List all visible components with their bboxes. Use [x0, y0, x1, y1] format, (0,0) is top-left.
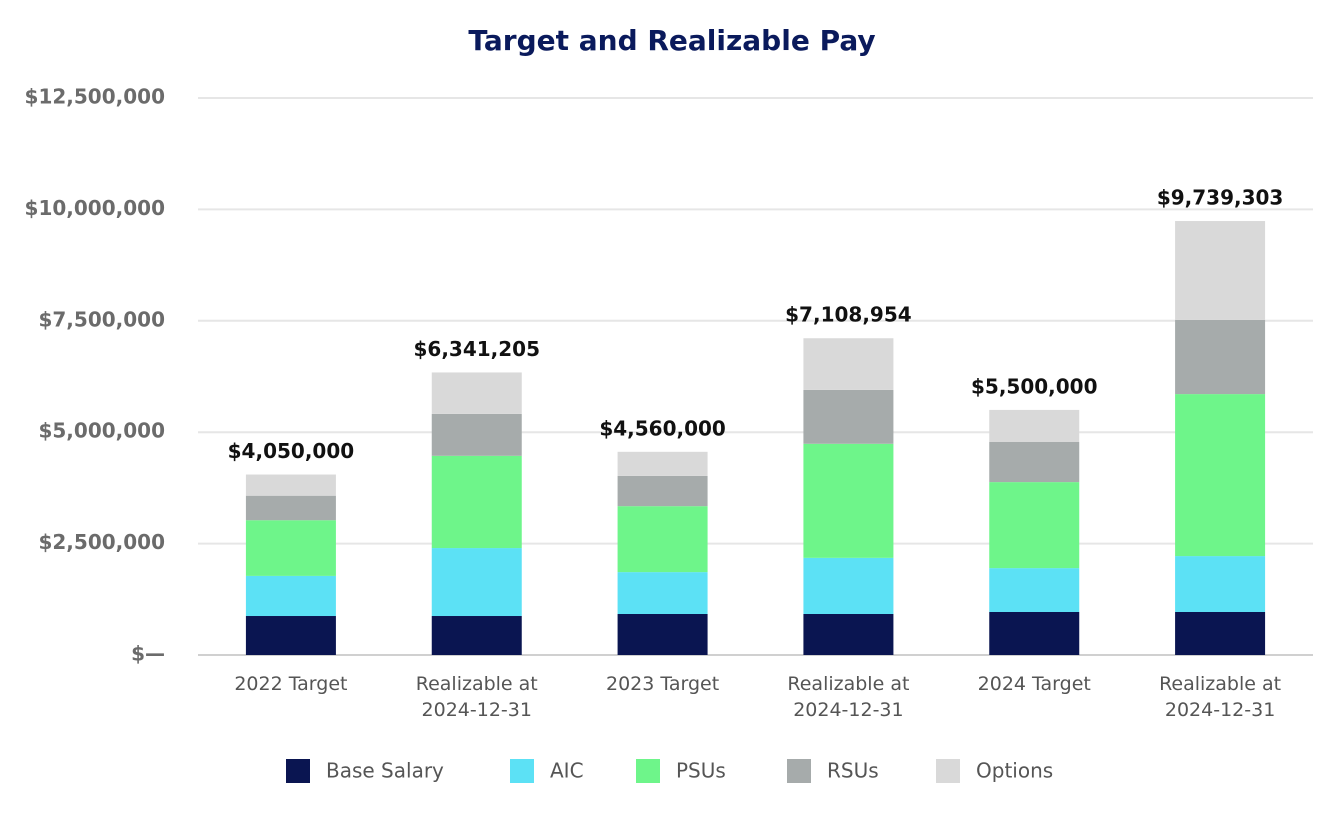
bar-segment [1175, 611, 1266, 655]
legend-label: Options [976, 759, 1053, 783]
bar-segment [803, 443, 894, 558]
y-tick-label: $10,000,000 [25, 196, 165, 220]
bar-segment [431, 616, 522, 655]
x-tick-label: Realizable at 2024-12-31 [415, 673, 538, 721]
y-tick-label: $2,500,000 [38, 530, 165, 554]
y-tick-label: $12,500,000 [25, 85, 165, 109]
bar-segment [617, 451, 708, 476]
bar-segment [1175, 221, 1266, 320]
bar-segment [989, 611, 1080, 655]
total-label: $7,108,954 [785, 303, 912, 327]
bar-segment [245, 495, 336, 521]
bar-segment [989, 568, 1080, 612]
legend-swatch [510, 759, 534, 783]
x-tick-label: Realizable at 2024-12-31 [1159, 673, 1282, 721]
bar-segment [431, 455, 522, 549]
bar-segment [431, 413, 522, 456]
legend-swatch [286, 759, 310, 783]
x-tick-label: 2023 Target [605, 673, 720, 695]
legend-swatch [787, 759, 811, 783]
legend-label: PSUs [676, 759, 726, 783]
bar-segment [1175, 394, 1266, 557]
legend-label: Base Salary [326, 759, 444, 783]
bar-segment [1175, 319, 1266, 395]
total-label: $6,341,205 [413, 337, 540, 361]
legend-label: AIC [550, 759, 584, 783]
bar-segment [245, 474, 336, 496]
bar-segment [617, 614, 708, 655]
bar-segment [803, 557, 894, 615]
bar-segment [989, 409, 1080, 443]
chart-title: Target and Realizable Pay [468, 24, 875, 57]
bar-segment [617, 572, 708, 615]
bar-segment [1175, 556, 1266, 612]
total-label: $4,050,000 [228, 439, 355, 463]
y-tick-label: $— [131, 642, 165, 666]
total-label: $5,500,000 [971, 374, 1098, 398]
x-tick-label: Realizable at 2024-12-31 [787, 673, 910, 721]
bar-segment [245, 616, 336, 655]
bar-segment [989, 482, 1080, 569]
y-tick-label: $5,000,000 [38, 419, 165, 443]
x-tick-label: 2024 Target [977, 673, 1091, 695]
bar-segment [803, 614, 894, 655]
bar-segment [989, 442, 1080, 483]
bar-segment [803, 338, 894, 390]
bar-segment [617, 506, 708, 573]
bar-segment [245, 520, 336, 576]
x-tick-label: 2022 Target [234, 673, 348, 695]
bar-segment [431, 372, 522, 414]
bar-segment [617, 475, 708, 507]
total-label: $9,739,303 [1157, 186, 1284, 210]
total-label: $4,560,000 [599, 416, 726, 440]
bar-segment [245, 575, 336, 617]
legend-swatch [636, 759, 660, 783]
legend-label: RSUs [827, 759, 879, 783]
legend-swatch [936, 759, 960, 783]
bar-segment [803, 389, 894, 444]
bar-segment [431, 548, 522, 617]
y-tick-label: $7,500,000 [38, 307, 165, 331]
